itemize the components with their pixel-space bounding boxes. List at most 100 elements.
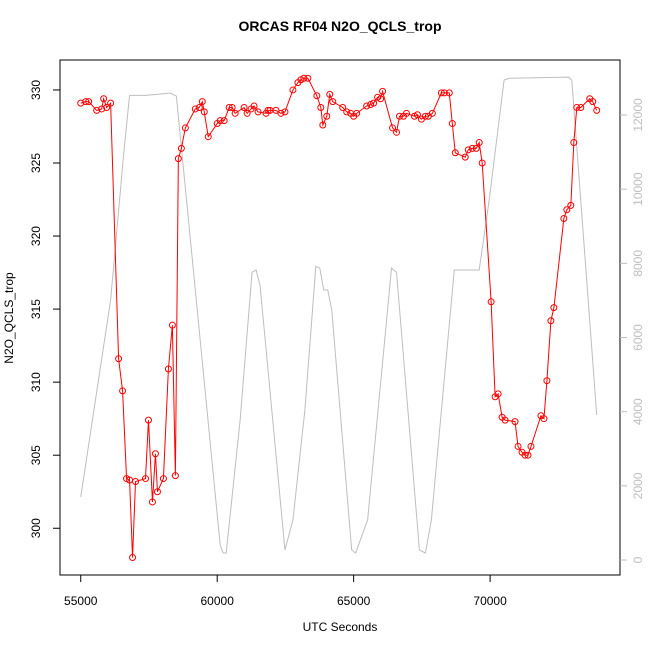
data-point xyxy=(198,98,206,106)
data-point xyxy=(132,477,140,485)
y-tick-label: 330 xyxy=(29,80,43,100)
data-point xyxy=(304,74,312,82)
data-point xyxy=(560,215,568,223)
data-point xyxy=(494,390,502,398)
data-point xyxy=(98,105,106,113)
y2-tick-label: 0 xyxy=(631,556,645,563)
data-point xyxy=(200,108,208,116)
data-point xyxy=(243,109,251,117)
data-point xyxy=(339,103,347,111)
data-point xyxy=(240,103,248,111)
data-point xyxy=(144,416,152,424)
x-tick-label: 55000 xyxy=(64,594,98,608)
data-point xyxy=(475,139,483,147)
data-point xyxy=(77,99,85,107)
data-point xyxy=(220,117,228,125)
data-point xyxy=(85,98,93,106)
data-point xyxy=(329,98,337,106)
x-tick-label: 65000 xyxy=(337,594,371,608)
data-point xyxy=(289,86,297,94)
data-point xyxy=(448,120,456,128)
data-point xyxy=(451,149,459,157)
data-point xyxy=(389,124,397,132)
data-point xyxy=(472,144,480,152)
y2-tick-label: 2000 xyxy=(631,472,645,499)
chart-title: ORCAS RF04 N2O_QCLS_trop xyxy=(238,18,441,34)
data-point xyxy=(231,109,239,117)
data-point xyxy=(440,89,448,97)
data-point xyxy=(177,144,185,152)
y-tick-label: 325 xyxy=(29,153,43,173)
data-point xyxy=(478,159,486,167)
data-point xyxy=(153,488,161,496)
data-point xyxy=(281,108,289,116)
data-point xyxy=(159,475,167,483)
data-point xyxy=(543,377,551,385)
data-point xyxy=(313,92,321,100)
data-point xyxy=(216,117,224,125)
data-point xyxy=(402,109,410,117)
data-point xyxy=(250,102,258,110)
data-point xyxy=(323,112,331,120)
data-point xyxy=(254,108,262,116)
data-point xyxy=(550,304,558,312)
y2-tick-label: 4000 xyxy=(631,398,645,425)
data-point xyxy=(181,124,189,132)
data-point xyxy=(573,103,581,111)
y-tick-label: 315 xyxy=(29,299,43,319)
data-point xyxy=(326,90,334,98)
data-point xyxy=(100,95,108,103)
data-point xyxy=(82,98,90,106)
data-point xyxy=(171,472,179,480)
data-point xyxy=(524,451,532,459)
data-point xyxy=(319,121,327,129)
data-point xyxy=(393,128,401,136)
data-point xyxy=(151,450,159,458)
data-point xyxy=(168,321,176,329)
data-point xyxy=(164,365,172,373)
data-point xyxy=(195,103,203,111)
x-tick-label: 60000 xyxy=(201,594,235,608)
data-point xyxy=(570,139,578,147)
data-point xyxy=(589,98,597,106)
y-tick-label: 310 xyxy=(29,372,43,392)
y2-tick-label: 8000 xyxy=(631,250,645,277)
y2-tick-label: 12000 xyxy=(631,98,645,132)
data-point xyxy=(93,106,101,114)
x-axis-label: UTC Seconds xyxy=(303,620,378,634)
data-point xyxy=(511,418,519,426)
data-point xyxy=(521,451,529,459)
data-point xyxy=(395,112,403,120)
plot-box xyxy=(59,59,621,576)
y2-tick-label: 10000 xyxy=(631,172,645,206)
data-point xyxy=(527,442,535,450)
data-point xyxy=(514,442,522,450)
series-line xyxy=(80,77,598,558)
y-tick-label: 305 xyxy=(29,445,43,465)
data-point xyxy=(445,89,453,97)
data-point xyxy=(593,106,601,114)
data-point xyxy=(353,109,361,117)
data-point xyxy=(464,146,472,154)
data-point xyxy=(421,112,429,120)
data-point xyxy=(567,201,575,209)
data-point xyxy=(107,99,115,107)
data-point xyxy=(115,355,123,363)
data-point xyxy=(363,102,371,110)
data-point xyxy=(191,105,199,113)
data-point xyxy=(487,298,495,306)
data-point xyxy=(377,95,385,103)
data-point xyxy=(461,153,469,161)
data-point xyxy=(437,89,445,97)
y-tick-label: 300 xyxy=(29,518,43,538)
x-tick-label: 70000 xyxy=(473,594,507,608)
data-point xyxy=(119,387,127,395)
data-point xyxy=(148,498,156,506)
data-point xyxy=(264,106,272,114)
y2-tick-label: 6000 xyxy=(631,324,645,351)
data-point xyxy=(300,74,308,82)
data-point xyxy=(343,108,351,116)
data-point xyxy=(129,553,137,561)
data-point xyxy=(547,317,555,325)
data-point xyxy=(370,99,378,107)
